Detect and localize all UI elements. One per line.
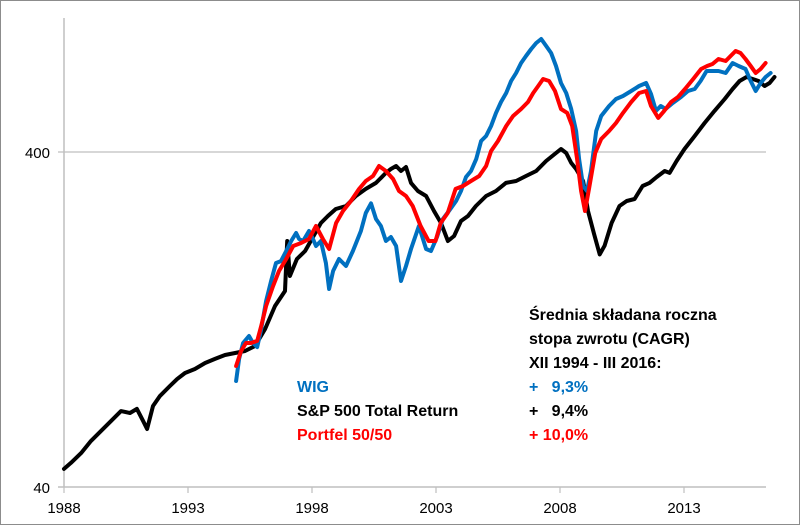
x-tick-label-2003: 2003 [419,500,452,517]
x-tick-label-2013: 2013 [667,500,700,517]
axes [58,18,766,493]
cagr-header-line-1: Średnia składana roczna [529,307,717,324]
series-lines [62,37,777,471]
x-tick-label-1993: 1993 [171,500,204,517]
cagr-value-sp500: + 9,4% [529,403,589,420]
tick-labels: 40 400 1988 1993 1998 2003 2008 2013 [25,145,701,517]
legend-label-wig: WIG [297,379,329,396]
legend-labels: WIG S&P 500 Total Return Portfel 50/50 [297,376,458,448]
cagr-annotation: Średnia składana roczna stopa zwrotu (CA… [529,304,717,448]
series-line-portfel-50-50 [234,49,768,368]
x-tick-label-1988: 1988 [47,500,80,517]
x-tick-label-1998: 1998 [295,500,328,517]
cagr-value-portfel: + 10,0% [529,427,589,444]
legend-label-portfel: Portfel 50/50 [297,427,393,444]
y-tick-label-400: 400 [25,145,50,162]
y-tick-label-40: 40 [33,480,50,497]
legend-label-sp500: S&P 500 Total Return [297,403,459,420]
cagr-header-line-3: XII 1994 - III 2016: [529,355,662,372]
x-tick-label-2008: 2008 [543,500,576,517]
cagr-header-line-2: stopa zwrotu (CAGR) [529,331,690,348]
cagr-value-wig: + 9,3% [529,379,589,396]
